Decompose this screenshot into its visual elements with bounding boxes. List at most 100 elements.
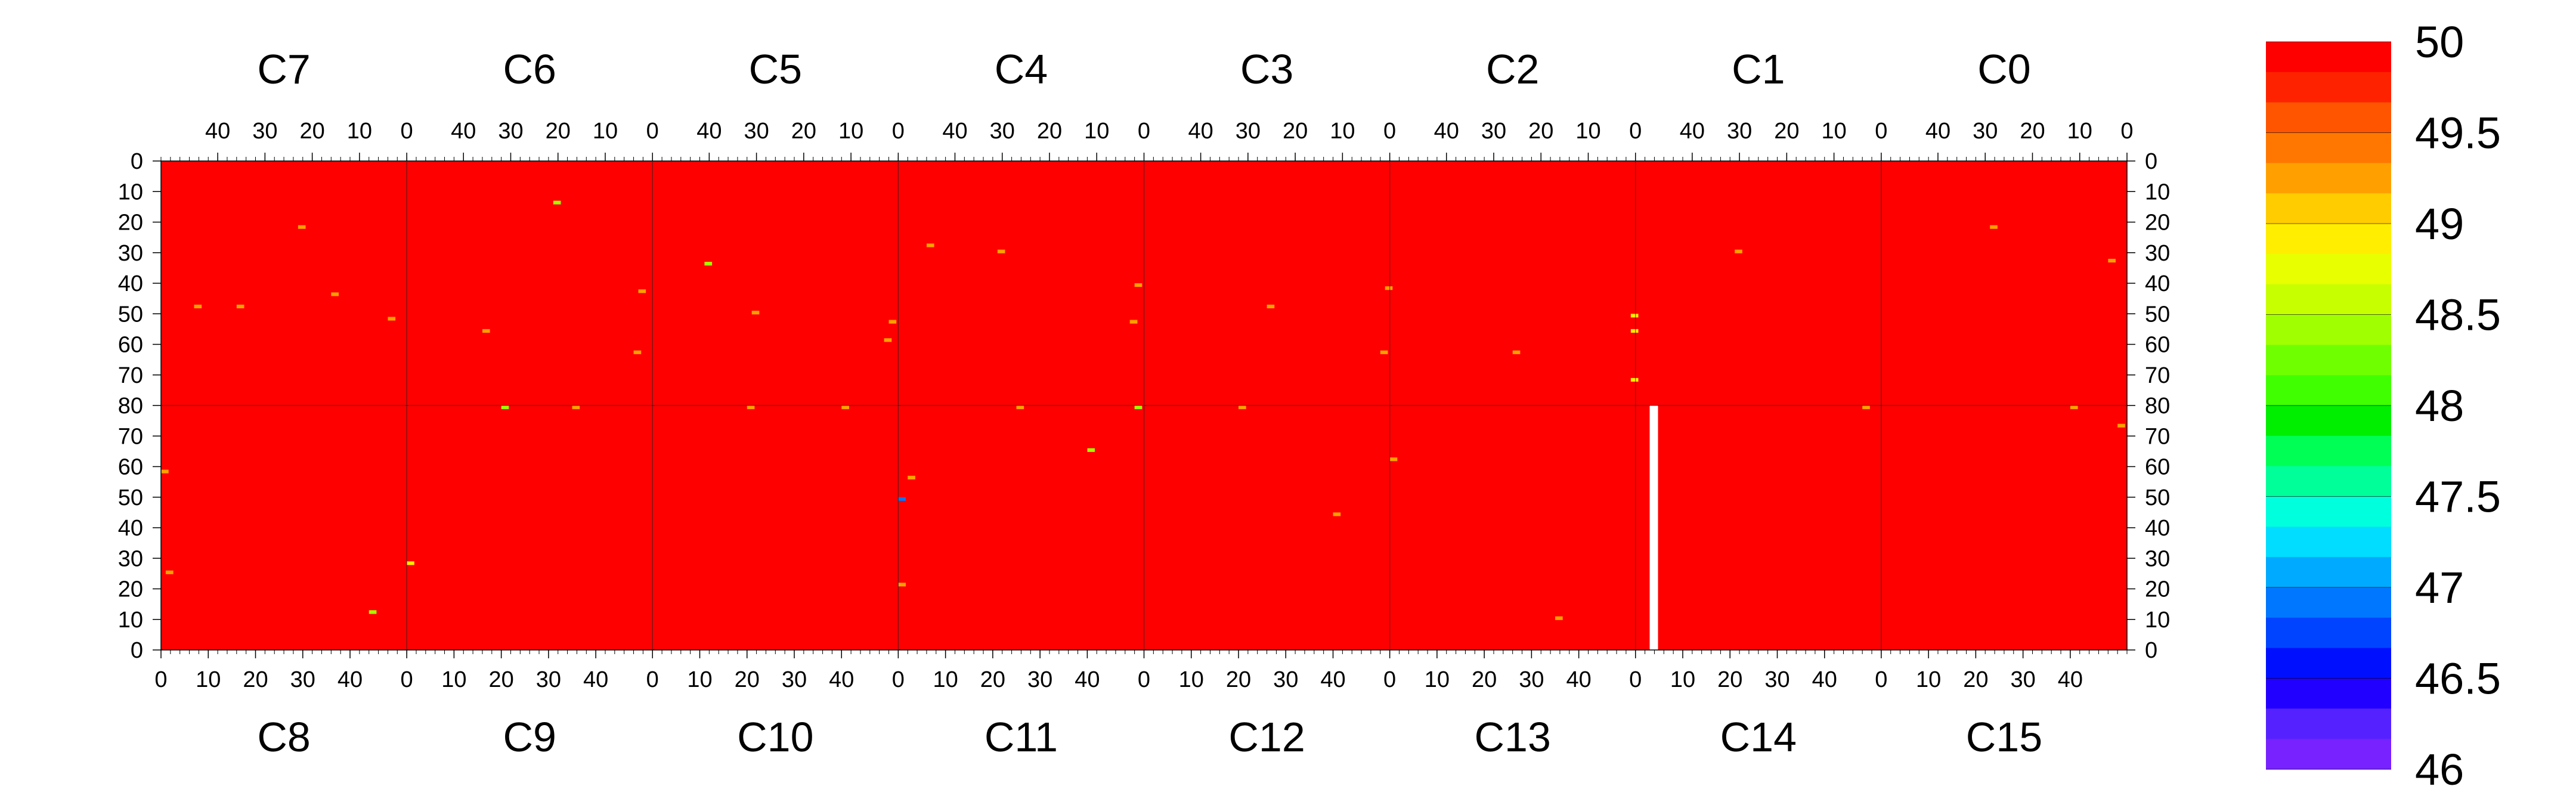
x-tick-label-bottom: 40	[583, 667, 608, 692]
x-tick-label-bottom: 20	[488, 667, 513, 692]
y-tick-label-right: 20	[2145, 210, 2170, 236]
heatmap-cell	[1389, 457, 1398, 462]
y-tick-label-right: 10	[2145, 179, 2170, 205]
x-tick-label-top: 30	[252, 119, 277, 144]
y-tick-label-right: 30	[2145, 241, 2170, 266]
colorbar-band	[2266, 678, 2391, 709]
x-tick-label-top: 0	[646, 119, 659, 144]
colorbar-band	[2266, 72, 2391, 103]
chip-label-top: C0	[1977, 46, 2030, 92]
heatmap-cell	[1735, 249, 1742, 253]
colorbar-band	[2266, 466, 2391, 497]
chip-label-top: C6	[503, 46, 556, 92]
chip-label-bottom: C9	[503, 714, 556, 760]
x-tick-label-bottom: 20	[243, 667, 268, 692]
heatmap-cell	[553, 200, 561, 205]
heatmap-cell	[2108, 259, 2116, 263]
x-tick-label-top: 30	[1481, 119, 1506, 144]
chip-label-bottom: C10	[737, 714, 813, 760]
chip-label-bottom: C12	[1228, 714, 1305, 760]
heatmap-cell	[194, 304, 202, 309]
x-tick-label-bottom: 30	[2010, 667, 2035, 692]
y-tick-label-left: 70	[118, 363, 143, 388]
colorbar-band	[2266, 375, 2391, 406]
x-tick-label-top: 0	[1138, 119, 1150, 144]
x-tick-label-top: 10	[1084, 119, 1109, 144]
x-tick-label-bottom: 20	[1717, 667, 1742, 692]
heatmap-cell	[926, 243, 934, 247]
x-tick-label-bottom: 20	[1472, 667, 1497, 692]
heatmap-cell	[704, 262, 713, 266]
colorbar: 50 49.5 49 48.5 48 47.5 47 46.5 46	[2266, 17, 2501, 794]
colorbar-band	[2266, 405, 2391, 436]
colorbar-band	[2266, 284, 2391, 315]
x-tick-label-bottom: 0	[646, 667, 659, 692]
colorbar-tick-label: 47.5	[2415, 472, 2501, 522]
colorbar-band	[2266, 253, 2391, 285]
heatmap-cell	[331, 292, 339, 296]
x-tick-label-bottom: 0	[1383, 667, 1396, 692]
chip-label-top: C5	[749, 46, 802, 92]
x-tick-label-top: 10	[1821, 119, 1846, 144]
y-tick-label-right: 70	[2145, 424, 2170, 449]
chip-label-bottom: C15	[1966, 714, 2042, 760]
y-tick-label-left: 70	[118, 424, 143, 449]
y-tick-label-right: 0	[2145, 638, 2157, 663]
colorbar-tick-label: 46	[2415, 745, 2464, 794]
colorbar-band	[2266, 102, 2391, 134]
colorbar-band	[2266, 648, 2391, 679]
colorbar-tick-label: 49	[2415, 199, 2464, 249]
x-tick-label-bottom: 30	[1519, 667, 1544, 692]
x-tick-label-top: 10	[1575, 119, 1600, 144]
y-tick-label-right: 30	[2145, 546, 2170, 571]
x-tick-label-bottom: 10	[1179, 667, 1204, 692]
x-tick-label-top: 30	[1236, 119, 1261, 144]
chip-label-bottom: C14	[1720, 714, 1797, 760]
heatmap-cell	[1512, 350, 1521, 354]
heatmap-outliers	[161, 200, 2125, 620]
heatmap-cell	[298, 225, 306, 229]
chip-label-top: C1	[1732, 46, 1785, 92]
x-tick-label-top: 30	[1973, 119, 1998, 144]
masked-column	[1649, 405, 1658, 650]
x-tick-label-bottom: 40	[1812, 667, 1837, 692]
x-tick-label-bottom: 10	[196, 667, 221, 692]
colorbar-band	[2266, 496, 2391, 527]
heatmap-cell	[1016, 405, 1024, 410]
x-tick-label-bottom: 40	[1320, 667, 1345, 692]
heatmap-cell	[751, 311, 760, 315]
y-tick-label-right: 0	[2145, 149, 2157, 174]
colorbar-tick-label: 50	[2415, 17, 2464, 67]
y-tick-label-left: 80	[118, 394, 143, 419]
x-tick-label-top: 0	[1629, 119, 1642, 144]
x-tick-label-bottom: 10	[441, 667, 466, 692]
x-tick-label-top: 0	[401, 119, 413, 144]
y-tick-label-right: 10	[2145, 608, 2170, 633]
x-tick-label-top: 20	[1774, 119, 1799, 144]
y-tick-label-right: 40	[2145, 516, 2170, 541]
colorbar-band	[2266, 708, 2391, 739]
colorbar-band	[2266, 587, 2391, 618]
x-tick-label-bottom: 40	[2058, 667, 2083, 692]
y-tick-label-right: 60	[2145, 455, 2170, 480]
heatmap-cell	[1380, 350, 1388, 354]
x-tick-label-bottom: 0	[401, 667, 413, 692]
x-tick-label-top: 0	[2120, 119, 2133, 144]
x-tick-label-bottom: 40	[829, 667, 854, 692]
y-tick-label-right: 80	[2145, 394, 2170, 419]
x-tick-label-top: 40	[942, 119, 967, 144]
colorbar-band	[2266, 132, 2391, 163]
x-tick-label-bottom: 40	[1075, 667, 1100, 692]
x-tick-label-bottom: 10	[687, 667, 712, 692]
heatmap-cell	[388, 317, 396, 321]
y-tick-label-right: 50	[2145, 302, 2170, 327]
y-axis-ticks: 0 0 10 10 20 20 30 30 40 40 50 50 60 60 70 70 80 80 70 70 60…	[118, 149, 2171, 663]
x-tick-label-top: 40	[696, 119, 722, 144]
heatmap-cell	[888, 320, 897, 324]
chip-label-top: C2	[1486, 46, 1539, 92]
colorbar-tick-label: 49.5	[2415, 109, 2501, 158]
heatmap-cell	[1630, 329, 1639, 333]
x-tick-label-top: 0	[1383, 119, 1396, 144]
heatmap-cell	[841, 405, 849, 410]
y-tick-label-right: 40	[2145, 271, 2170, 296]
